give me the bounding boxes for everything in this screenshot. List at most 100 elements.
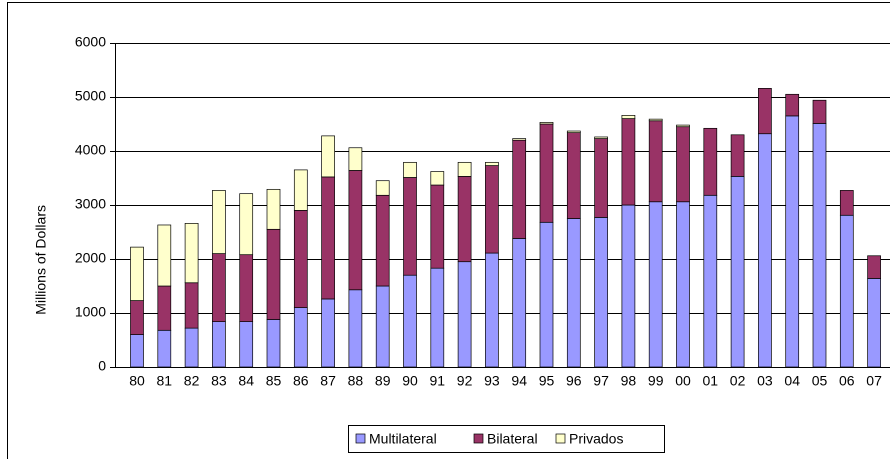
x-tick-label: 05 (812, 373, 828, 389)
bar-segment (676, 126, 690, 203)
bar-segment (566, 218, 581, 368)
bar-segment (621, 118, 636, 206)
bar-segment (867, 278, 881, 368)
bar-segment (648, 201, 663, 368)
y-tick-label: 5000 (75, 88, 106, 104)
x-tick-label: 80 (129, 373, 145, 389)
legend-swatch (355, 433, 366, 444)
bar-segment (348, 289, 363, 368)
x-tick-label: 91 (430, 373, 446, 389)
legend-label: Multilateral (369, 431, 437, 447)
bar-segment (512, 138, 527, 141)
bar-segment (839, 214, 854, 368)
x-tick-label: 86 (293, 373, 309, 389)
bar-segment (512, 139, 527, 239)
bar-segment (157, 329, 172, 368)
x-tick-label: 00 (675, 373, 691, 389)
bar-segment (212, 253, 226, 322)
bar-segment (703, 127, 718, 196)
bar-segment (430, 267, 445, 368)
bar-segment (184, 223, 199, 284)
bar-segment (375, 180, 390, 196)
bar-segment (430, 171, 445, 186)
y-tick-label: 0 (98, 358, 106, 374)
bar-segment (157, 285, 172, 331)
bar-segment (321, 298, 335, 368)
bar-segment (321, 135, 335, 178)
bar-segment (321, 176, 335, 300)
x-tick-label: 90 (402, 373, 418, 389)
x-tick-label: 84 (238, 373, 254, 389)
bar-segment (730, 176, 745, 368)
x-tick-label: 88 (348, 373, 364, 389)
bar-segment (184, 282, 199, 329)
y-tick-label: 1000 (75, 304, 106, 320)
bar-segment (539, 123, 554, 223)
bar-segment (375, 285, 390, 368)
y-tick-label: 3000 (75, 196, 106, 212)
bar-segment (157, 224, 172, 287)
bar-segment (676, 201, 690, 368)
bar-segment (184, 327, 199, 368)
bar-segment (403, 161, 417, 178)
bar-segment (130, 334, 144, 368)
x-tick-label: 83 (211, 373, 227, 389)
y-tick-label: 6000 (75, 34, 106, 50)
legend-swatch (555, 433, 566, 444)
legend-label: Bilateral (487, 431, 538, 447)
x-tick-label: 01 (703, 373, 719, 389)
x-tick-label: 07 (866, 373, 882, 389)
bar-segment (348, 170, 363, 291)
bar-segment (239, 193, 254, 256)
bar-segment (457, 261, 472, 368)
bar-segment (293, 307, 308, 368)
chart-frame (7, 2, 890, 459)
bar-segment (457, 161, 472, 177)
bar-segment (130, 300, 144, 335)
bar-segment (539, 221, 554, 368)
bar-segment (648, 120, 663, 203)
bar-segment (621, 115, 636, 119)
x-tick-label: 92 (457, 373, 473, 389)
x-tick-label: 87 (320, 373, 336, 389)
bar-segment (266, 228, 281, 320)
legend-swatch (473, 433, 484, 444)
bar-segment (485, 165, 499, 254)
bar-segment (348, 147, 363, 171)
bar-segment (566, 132, 581, 219)
bar-segment (703, 194, 718, 368)
bar-segment (212, 190, 226, 254)
bar-segment (375, 194, 390, 287)
legend-label: Privados (569, 431, 623, 447)
legend (348, 425, 665, 453)
bar-segment (785, 93, 800, 117)
bar-segment (812, 99, 827, 124)
bar-segment (457, 176, 472, 263)
x-tick-label: 04 (784, 373, 800, 389)
bar-segment (266, 319, 281, 368)
x-tick-label: 97 (593, 373, 609, 389)
x-tick-label: 95 (539, 373, 555, 389)
bar-segment (485, 252, 499, 368)
y-tick-label: 4000 (75, 142, 106, 158)
x-tick-label: 93 (484, 373, 500, 389)
bar-segment (594, 136, 608, 139)
bar-segment (212, 321, 226, 368)
bar-segment (512, 238, 527, 368)
x-tick-label: 02 (730, 373, 746, 389)
bar-segment (648, 118, 663, 122)
bar-segment (239, 321, 254, 368)
x-tick-label: 85 (266, 373, 282, 389)
bar-segment (676, 124, 690, 128)
bar-segment (239, 254, 254, 322)
bar-segment (403, 177, 417, 276)
bar-segment (266, 188, 281, 230)
bar-segment (430, 184, 445, 269)
bar-segment (594, 138, 608, 218)
bar-segment (839, 190, 854, 216)
x-tick-label: 98 (621, 373, 637, 389)
bar-segment (758, 133, 772, 368)
bar-segment (293, 169, 308, 211)
x-tick-label: 89 (375, 373, 391, 389)
bar-segment (594, 217, 608, 368)
